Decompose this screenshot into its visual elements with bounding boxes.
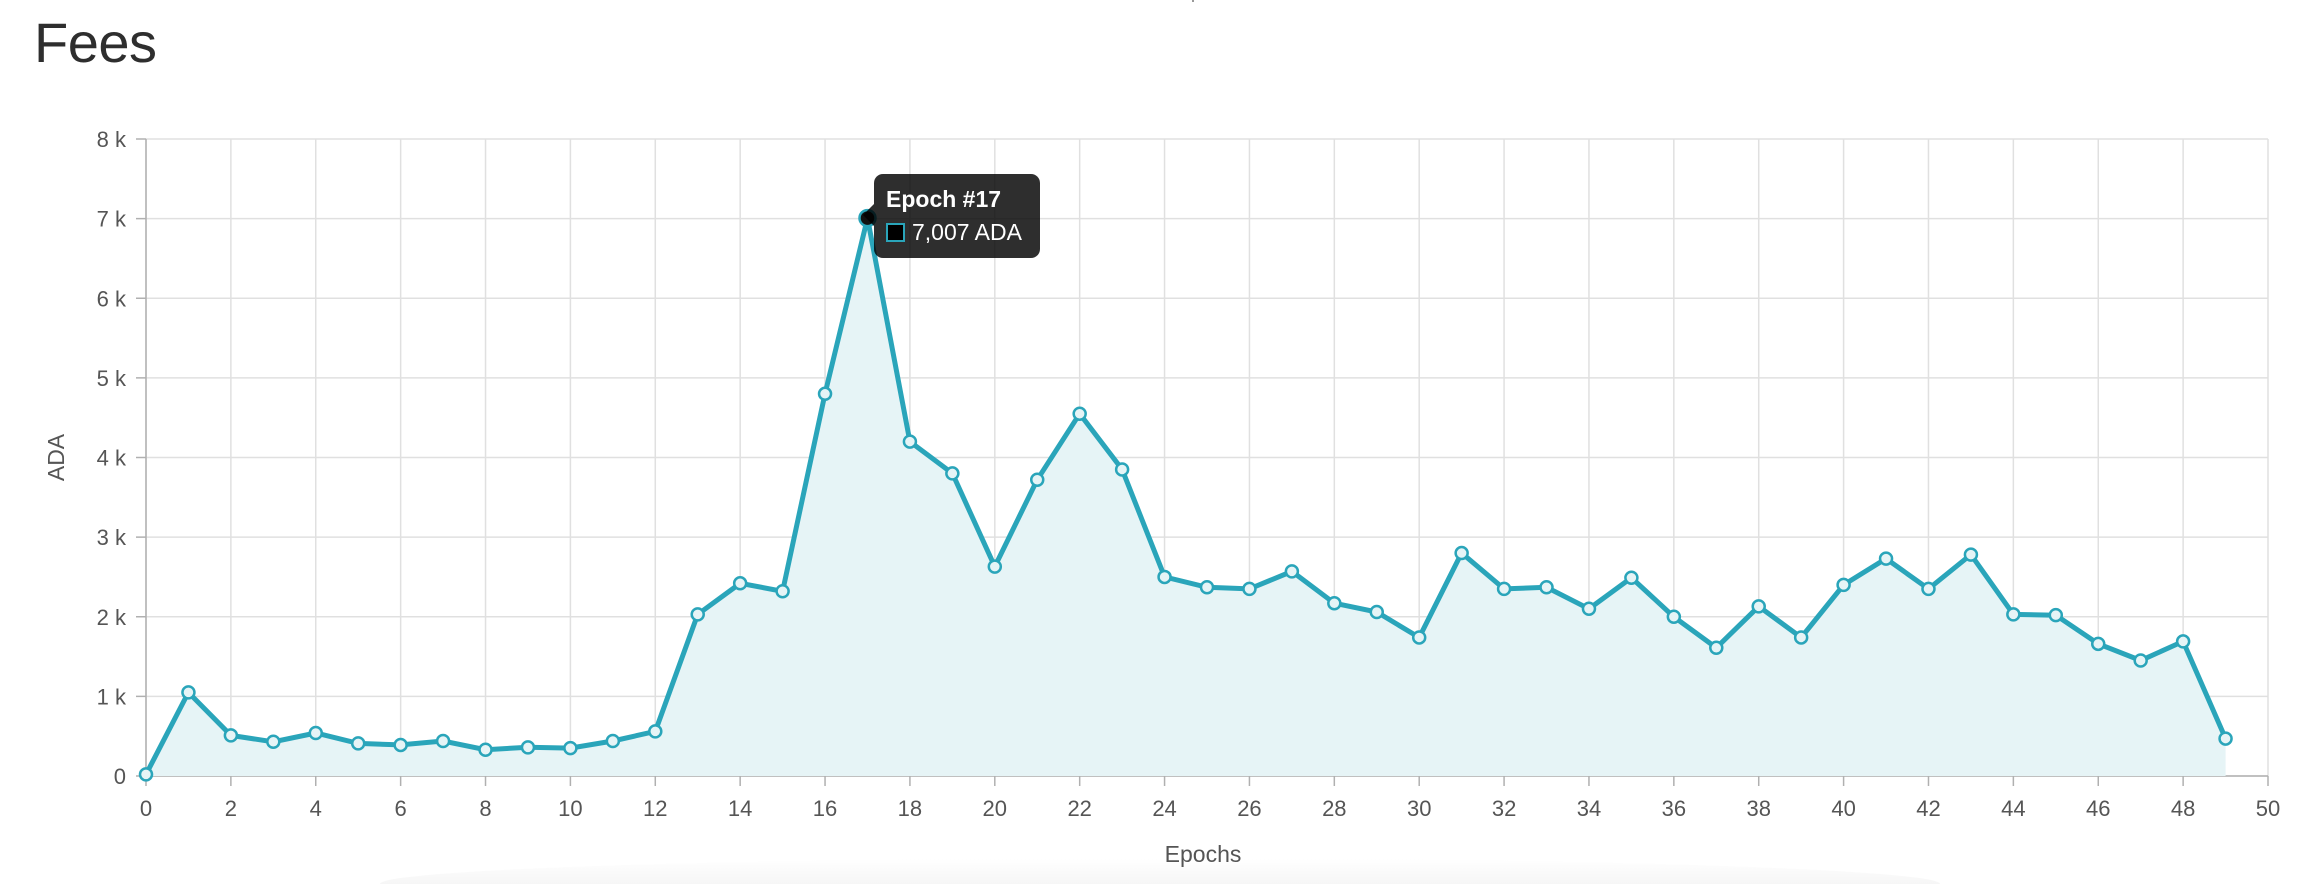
- data-point[interactable]: [1751, 599, 1766, 614]
- top-edge-mark: [1192, 0, 1194, 2]
- data-point[interactable]: [563, 740, 578, 756]
- data-point[interactable]: [1539, 580, 1554, 595]
- area-fill: [146, 218, 2226, 777]
- x-tick-label: 50: [2256, 796, 2280, 821]
- page-title: Fees: [34, 11, 157, 74]
- data-point[interactable]: [732, 576, 748, 591]
- data-point[interactable]: [266, 734, 281, 750]
- y-axis-title: ADA: [43, 433, 69, 481]
- data-point[interactable]: [2175, 634, 2191, 649]
- x-tick-label: 40: [1831, 796, 1855, 821]
- tooltip-value: 7,007 ADA: [912, 219, 1022, 245]
- x-tick-label: 42: [1916, 796, 1940, 821]
- x-tick-label: 20: [983, 796, 1007, 821]
- data-point[interactable]: [1581, 601, 1597, 617]
- data-point[interactable]: [775, 584, 790, 599]
- data-point[interactable]: [2006, 607, 2021, 622]
- x-tick-label: 48: [2171, 796, 2195, 821]
- x-tick-label: 12: [643, 796, 667, 821]
- data-point[interactable]: [1284, 564, 1300, 579]
- x-tick-label: 6: [395, 796, 407, 821]
- data-point[interactable]: [945, 466, 960, 481]
- x-tick-label: 2: [225, 796, 237, 821]
- data-point[interactable]: [1878, 551, 1894, 566]
- data-point[interactable]: [2090, 636, 2106, 652]
- y-tick-label: 6 k: [97, 286, 127, 311]
- data-point[interactable]: [648, 724, 663, 739]
- x-tick-label: 30: [1407, 796, 1431, 821]
- data-point[interactable]: [138, 767, 154, 782]
- data-point[interactable]: [223, 728, 239, 743]
- data-point[interactable]: [2218, 731, 2233, 746]
- x-tick-label: 46: [2086, 796, 2110, 821]
- data-point[interactable]: [1029, 472, 1045, 488]
- x-tick-label: 18: [898, 796, 922, 821]
- x-tick-label: 38: [1746, 796, 1770, 821]
- data-point[interactable]: [393, 737, 408, 753]
- data-point[interactable]: [1666, 609, 1682, 624]
- data-point[interactable]: [1327, 595, 1342, 611]
- tooltip-color-swatch: [886, 223, 905, 242]
- x-tick-label: 28: [1322, 796, 1346, 821]
- y-tick-label: 0: [114, 764, 126, 789]
- axis-labels: ADA Epochs: [43, 433, 1241, 867]
- y-tick-label: 4 k: [97, 446, 127, 471]
- data-point[interactable]: [1114, 462, 1130, 477]
- data-point[interactable]: [1369, 604, 1385, 620]
- data-point[interactable]: [902, 434, 918, 449]
- x-tick-label: 36: [1662, 796, 1686, 821]
- x-tick-label: 10: [558, 796, 582, 821]
- y-tick-label: 7 k: [97, 207, 127, 232]
- data-point[interactable]: [817, 386, 833, 402]
- data-point[interactable]: [1157, 569, 1172, 585]
- x-tick-label: 0: [140, 796, 152, 821]
- data-point[interactable]: [690, 607, 705, 622]
- data-point[interactable]: [1496, 581, 1512, 597]
- x-tick-label: 44: [2001, 796, 2025, 821]
- x-tick-label: 26: [1237, 796, 1261, 821]
- data-point[interactable]: [1963, 547, 1979, 562]
- tooltip: Epoch #17 7,007 ADA: [863, 174, 1040, 258]
- data-point[interactable]: [2133, 653, 2148, 668]
- data-point[interactable]: [1242, 581, 1257, 597]
- data-point[interactable]: [350, 736, 366, 751]
- x-tick-label: 14: [728, 796, 752, 821]
- data-point[interactable]: [605, 733, 621, 749]
- data-point[interactable]: [181, 685, 196, 700]
- x-tick-label: 16: [813, 796, 837, 821]
- y-tick-label: 2 k: [97, 605, 127, 630]
- x-tick-label: 24: [1152, 796, 1176, 821]
- data-point[interactable]: [1921, 581, 1936, 597]
- tooltip-title: Epoch #17: [886, 186, 1002, 212]
- data-point[interactable]: [1072, 406, 1087, 421]
- data-point[interactable]: [520, 740, 536, 755]
- data-point[interactable]: [1709, 640, 1724, 656]
- x-axis-title: Epochs: [1165, 841, 1242, 867]
- x-tick-label: 4: [310, 796, 322, 821]
- data-point[interactable]: [308, 725, 324, 741]
- data-point[interactable]: [1793, 630, 1809, 645]
- axes: 01 k2 k3 k4 k5 k6 k7 k8 k0 2 4 6 8 10 12 14 16 18…: [97, 127, 2281, 821]
- y-tick-label: 1 k: [97, 684, 127, 709]
- data-point[interactable]: [435, 733, 451, 749]
- y-tick-label: 3 k: [97, 525, 127, 550]
- data-point[interactable]: [1454, 545, 1469, 561]
- data-point[interactable]: [1624, 570, 1639, 585]
- x-tick-label: 22: [1067, 796, 1091, 821]
- tooltip-arrow: [863, 204, 874, 226]
- data-point[interactable]: [2048, 607, 2064, 623]
- data-point[interactable]: [1411, 630, 1427, 645]
- data-point[interactable]: [478, 742, 493, 757]
- data-point[interactable]: [987, 559, 1003, 574]
- y-tick-label: 5 k: [97, 366, 127, 391]
- x-tick-label: 32: [1492, 796, 1516, 821]
- data-point[interactable]: [1199, 580, 1215, 595]
- x-tick-label: 34: [1577, 796, 1601, 821]
- y-tick-label: 8 k: [97, 127, 127, 152]
- data-point[interactable]: [1836, 577, 1851, 593]
- x-tick-label: 8: [479, 796, 491, 821]
